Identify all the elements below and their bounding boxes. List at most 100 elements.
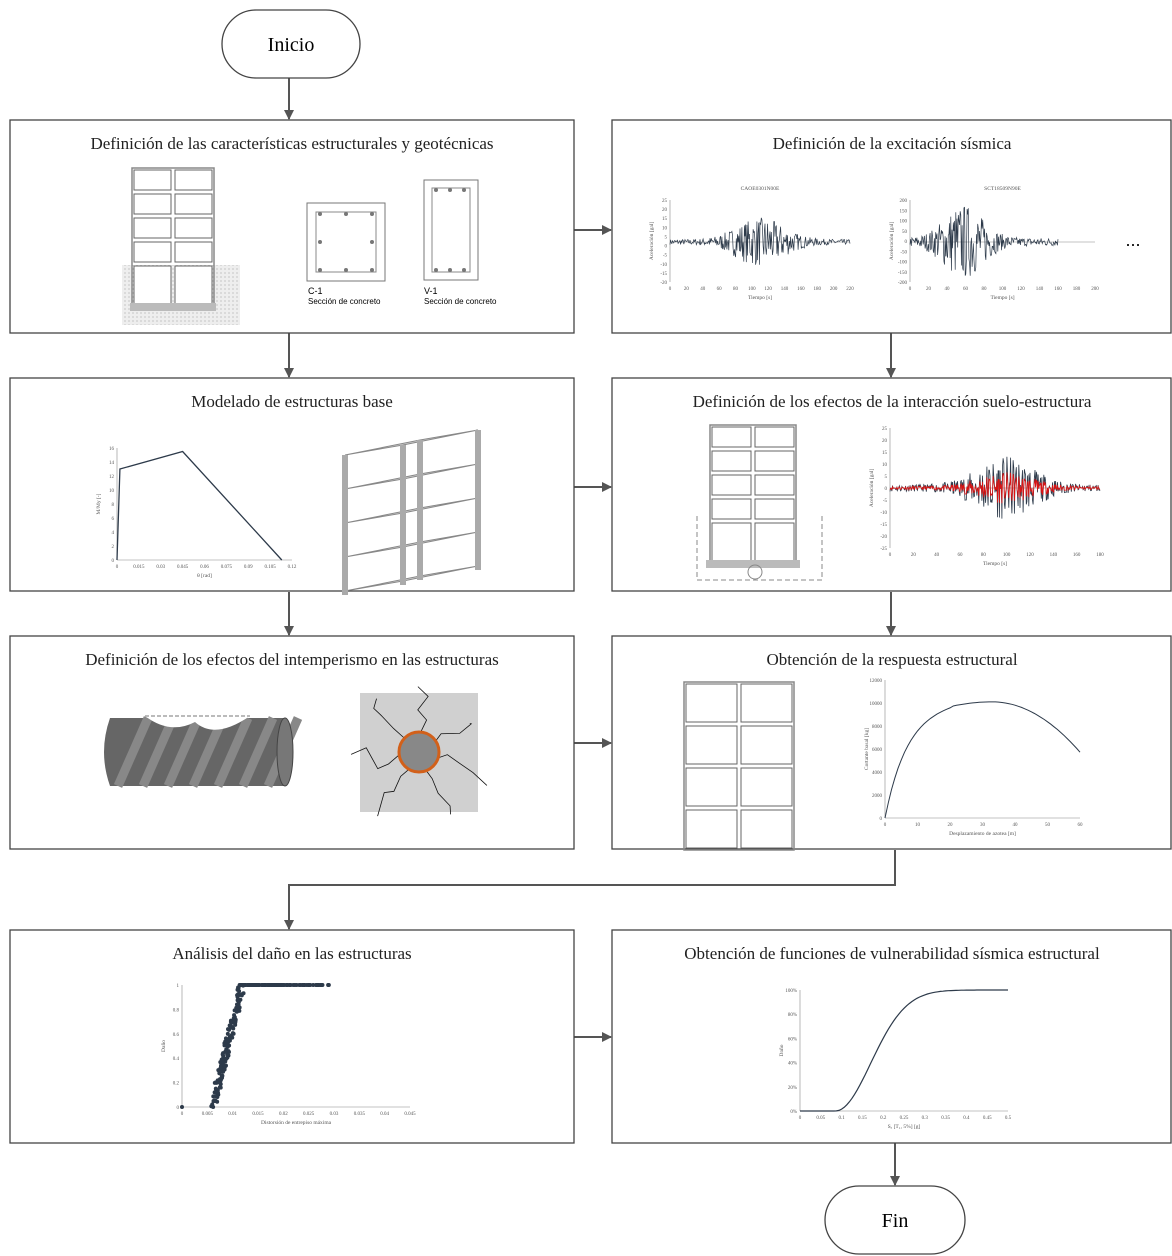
x-tick-label: 0.03 — [156, 565, 165, 570]
column — [417, 440, 423, 580]
y-tick-label: 0 — [880, 817, 883, 822]
point — [220, 1052, 225, 1057]
frame-cell — [174, 265, 213, 305]
x-tick-label: 0.105 — [265, 565, 277, 570]
y-tick-label: 100 — [900, 220, 908, 225]
record-name: SCT18509N90E — [984, 186, 1021, 192]
step-box — [611, 377, 1172, 592]
section — [423, 179, 479, 281]
y-tick-label: 6000 — [872, 748, 883, 753]
x-tick-label: 200 — [1091, 287, 1099, 292]
frame-cell — [174, 169, 213, 191]
y-tick-label: 4000 — [872, 771, 883, 776]
y-tick-label: -150 — [898, 271, 908, 276]
x-tick-label: 20 — [911, 553, 917, 558]
x-tick-label: 60 — [717, 287, 723, 292]
point — [225, 1031, 230, 1036]
x-tick-label: 0 — [799, 1116, 802, 1121]
step-box — [611, 119, 1172, 334]
x-tick-label: 0.3 — [922, 1116, 929, 1121]
y-tick-label: 4 — [112, 531, 115, 536]
crack — [373, 698, 405, 739]
point — [223, 1049, 228, 1054]
point — [216, 1090, 221, 1095]
rebar — [370, 212, 374, 216]
x-tick-label: 0 — [669, 287, 672, 292]
y-tick-label: 80% — [788, 1013, 797, 1018]
point — [245, 983, 250, 987]
rebar — [344, 268, 348, 272]
y-tick-label: 10 — [662, 226, 668, 231]
x-tick-label: 120 — [1017, 287, 1025, 292]
point — [319, 983, 324, 987]
point — [223, 1039, 228, 1044]
x-tick-label: 0.015 — [252, 1112, 264, 1117]
crack — [425, 770, 452, 815]
x-tick-label: 0.15 — [858, 1116, 867, 1121]
soil-box — [696, 516, 823, 581]
point — [212, 1098, 217, 1103]
y-tick-label: 12 — [109, 475, 115, 480]
step-title: Definición de los efectos de la interacc… — [693, 392, 1092, 411]
x-tick-label: 140 — [1036, 287, 1044, 292]
column — [342, 455, 348, 595]
x-axis-label: Sₐ [T₁, 5%] [g] — [888, 1124, 921, 1130]
curve — [884, 701, 1081, 819]
y-tick-label: -200 — [898, 281, 908, 286]
y-tick-label: 14 — [109, 461, 115, 466]
point — [284, 983, 289, 987]
point — [297, 983, 302, 987]
y-tick-label: 150 — [900, 209, 908, 214]
y-axis-label: M/My [-] — [96, 493, 102, 514]
step-title: Obtención de la respuesta estructural — [766, 650, 1017, 669]
y-tick-label: 0 — [177, 1106, 180, 1111]
x-tick-label: 0.03 — [330, 1112, 339, 1117]
x-tick-label: 60 — [1078, 823, 1084, 828]
x-tick-label: 10 — [915, 823, 921, 828]
point — [212, 1090, 217, 1095]
x-tick-label: 180 — [1096, 553, 1104, 558]
rebar — [370, 240, 374, 244]
x-tick-label: 80 — [981, 553, 987, 558]
x-tick-label: 0.02 — [279, 1112, 288, 1117]
y-tick-label: 6 — [112, 517, 115, 522]
y-tick-label: 2000 — [872, 794, 883, 799]
record-name: CAOE0301N00E — [741, 186, 780, 192]
x-tick-label: 160 — [1054, 287, 1062, 292]
frame-cell — [133, 217, 172, 239]
point — [237, 1005, 242, 1010]
x-tick-label: 100 — [748, 287, 756, 292]
x-tick-label: 0.045 — [177, 565, 189, 570]
y-tick-label: 8 — [112, 503, 115, 508]
rebar — [318, 240, 322, 244]
column — [475, 430, 481, 570]
spring — [747, 564, 763, 580]
x-tick-label: 0.35 — [941, 1116, 950, 1121]
rebar-section — [397, 730, 441, 774]
more: ... — [1125, 230, 1140, 250]
y-tick-label: 0 — [665, 245, 668, 250]
point — [180, 1105, 184, 1109]
point — [232, 1020, 237, 1025]
frame-cell — [174, 241, 213, 263]
step-title: Definición de la excitación sísmica — [773, 134, 1012, 153]
crack — [435, 723, 473, 742]
y-tick-label: -5 — [663, 254, 668, 259]
step-box — [9, 929, 575, 1144]
frame-cell — [174, 193, 213, 215]
x-axis-label: θ [rad] — [197, 573, 212, 579]
x-tick-label: 120 — [1026, 553, 1034, 558]
crack — [437, 754, 488, 786]
x-axis-label: Tiempo [s] — [748, 295, 772, 301]
signal — [669, 217, 851, 265]
x-tick-label: 40 — [934, 553, 940, 558]
end-label: Fin — [882, 1210, 909, 1232]
x-tick-label: 40 — [1013, 823, 1019, 828]
point — [300, 983, 305, 987]
point — [225, 1044, 230, 1049]
point — [217, 1085, 222, 1090]
x-tick-label: 0.06 — [200, 565, 209, 570]
frame-cell — [133, 169, 172, 191]
y-tick-label: 50 — [902, 230, 908, 235]
